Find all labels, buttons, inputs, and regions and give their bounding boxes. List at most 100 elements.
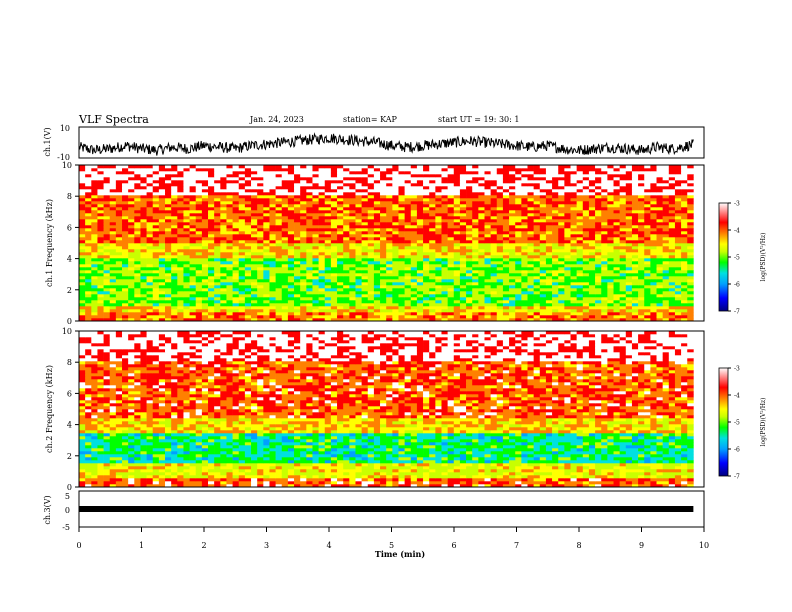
spectrogram-cell (158, 186, 166, 190)
spectrogram-cell (330, 291, 338, 295)
spectrogram-cell (269, 192, 276, 196)
spectrogram-cell (287, 282, 295, 286)
spectrogram-cell (490, 315, 498, 319)
spectrogram-cell (398, 240, 405, 244)
spectrogram-cell (490, 258, 498, 262)
spectrogram-cell (410, 225, 418, 229)
spectrogram-cell (644, 279, 651, 283)
spectrogram-cell (410, 210, 418, 214)
spectrogram-cell (337, 309, 344, 313)
spectrogram-cell (564, 177, 571, 181)
spectrogram-cell (681, 306, 688, 310)
spectrogram-cell (515, 246, 522, 250)
spectrogram-cell (140, 216, 147, 220)
spectrogram-cell (287, 318, 295, 322)
spectrogram-cell (631, 207, 639, 211)
spectrogram-cell (134, 216, 141, 220)
spectrogram-cell (195, 183, 203, 187)
spectrogram-cell (355, 231, 362, 235)
spectrogram-cell (361, 270, 369, 274)
spectrogram-cell (281, 231, 289, 235)
spectrogram-cell (337, 267, 344, 271)
spectrogram-cell (380, 285, 387, 289)
spectrogram-cell (668, 219, 676, 223)
spectrogram-cell (527, 279, 534, 283)
spectrogram-cell (668, 234, 676, 238)
spectrogram-cell (509, 204, 516, 208)
spectrogram-cell (607, 291, 614, 295)
spectrogram-cell (478, 318, 485, 322)
spectrogram-cell (416, 243, 424, 247)
spectrogram-cell (244, 306, 252, 310)
spectrogram-cell (558, 180, 565, 184)
spectrogram-cell (134, 255, 141, 259)
spectrogram-cell (435, 261, 442, 265)
spectrogram-cell (380, 210, 387, 214)
spectrogram-cell (257, 189, 264, 193)
spectrogram-cell (275, 309, 283, 313)
spectrogram-cell (361, 180, 369, 184)
spectrogram-cell (687, 183, 694, 187)
spectrogram-cell (220, 300, 227, 304)
spectrogram-cell (552, 288, 559, 292)
spectrogram-cell (638, 294, 645, 298)
spectrogram-cell (195, 171, 203, 175)
spectrogram-cell (613, 294, 620, 298)
spectrogram-cell (545, 213, 553, 217)
spectrogram-cell (625, 318, 633, 322)
spectrogram-cell (128, 309, 135, 313)
spectrogram-cell (232, 306, 240, 310)
spectrogram-cell (410, 186, 418, 190)
spectrogram-cell (343, 177, 350, 181)
spectrogram-cell (324, 288, 332, 292)
spectrogram-cell (398, 201, 405, 205)
spectrogram-cell (251, 255, 258, 259)
spectrogram-cell (429, 198, 436, 202)
spectrogram-cell (115, 183, 123, 187)
spectrogram-cell (330, 222, 338, 226)
spectrogram-cell (570, 189, 577, 193)
spectrogram-cell (201, 228, 209, 232)
spectrogram-cell (515, 201, 522, 205)
spectrogram-cell (330, 252, 338, 256)
spectrogram-cell (576, 258, 584, 262)
spectrogram-cell (355, 174, 362, 178)
spectrogram-cell (337, 279, 344, 283)
spectrogram-cell (515, 189, 522, 193)
spectrogram-cell (146, 261, 154, 265)
spectrogram-cell (564, 252, 571, 256)
spectrogram-cell (441, 315, 448, 319)
spectrogram-cell (681, 195, 688, 199)
spectrogram-cell (386, 279, 393, 283)
spectrogram-cell (79, 252, 86, 256)
spectrogram-cell (527, 180, 534, 184)
spectrogram-cell (607, 240, 614, 244)
spectrogram-cell (146, 288, 154, 292)
spectrogram-cell (85, 300, 92, 304)
spectrogram-cell (527, 300, 534, 304)
spectrogram-cell (582, 201, 590, 205)
spectrogram-cell (269, 276, 276, 280)
spectrogram-cell (373, 300, 381, 304)
spectrogram-cell (79, 279, 86, 283)
spectrogram-cell (380, 306, 387, 310)
spectrogram-cell (128, 276, 135, 280)
spectrogram-cell (294, 246, 301, 250)
spectrogram-cell (545, 306, 553, 310)
spectrogram-cell (294, 219, 301, 223)
spectrogram-cell (404, 285, 412, 289)
spectrogram-cell (318, 228, 326, 232)
spectrogram-cell (613, 318, 620, 322)
spectrogram-cell (140, 177, 147, 181)
spectrogram-cell (533, 240, 541, 244)
spectrogram-cell (244, 192, 252, 196)
spectrogram-cell (662, 231, 670, 235)
spectrogram-cell (631, 297, 639, 301)
spectrogram-cell (318, 282, 326, 286)
spectrogram-cell (570, 264, 577, 268)
spectrogram-cell (152, 252, 160, 256)
spectrogram-cell (650, 216, 657, 220)
spectrogram-cell (668, 213, 676, 217)
spectrogram-cell (502, 318, 510, 322)
spectrogram-cell (238, 222, 246, 226)
